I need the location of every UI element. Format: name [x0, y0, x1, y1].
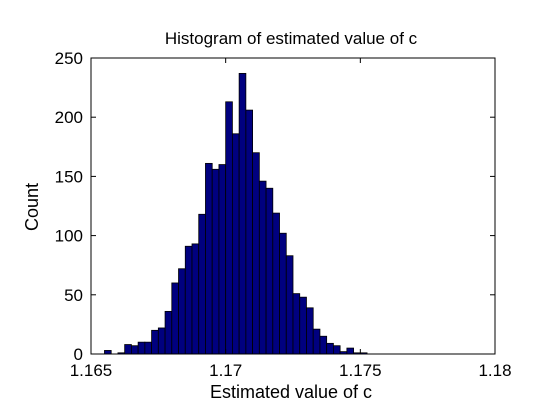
histogram-bar [346, 347, 354, 355]
histogram-bar [191, 243, 200, 355]
histogram-bar [137, 341, 146, 355]
histogram-bar [225, 101, 233, 355]
histogram-bars [104, 72, 368, 355]
histogram-bar [299, 296, 307, 355]
histogram-bar [157, 327, 166, 355]
x-tick-label: 1.175 [339, 361, 382, 380]
y-axis-label: Count [22, 183, 42, 231]
y-tick-label: 150 [55, 167, 83, 186]
histogram-bar [205, 162, 213, 355]
plot-area-frame [90, 57, 496, 355]
histogram-bar [164, 310, 173, 355]
x-tick-label: 1.18 [478, 361, 511, 380]
x-axis-label: Estimated value of c [210, 382, 372, 402]
histogram-bar [144, 341, 152, 355]
x-axis-ticks: 1.165 1.17 1.175 1.18 [70, 58, 512, 380]
histogram-bar [171, 282, 179, 355]
histogram-bar [184, 245, 193, 355]
y-axis-ticks: 0 50 100 150 200 250 [55, 49, 495, 364]
histogram-bar [151, 329, 159, 355]
y-tick-label: 200 [55, 108, 83, 127]
histogram-bar [178, 268, 186, 355]
histogram-bar [252, 152, 260, 355]
histogram-bar [238, 72, 247, 355]
chart-title: Histogram of estimated value of c [165, 29, 418, 48]
histogram-bar [279, 232, 287, 355]
histogram-bar [319, 335, 328, 355]
y-tick-label: 0 [74, 345, 83, 364]
histogram-bar [312, 328, 321, 355]
histogram-bar [292, 293, 301, 355]
y-tick-label: 100 [55, 227, 83, 246]
histogram-bar [306, 307, 314, 355]
histogram-bar [124, 344, 132, 355]
histogram-bar [326, 342, 334, 355]
histogram-bar [258, 180, 267, 355]
histogram-bar [218, 164, 227, 355]
histogram-bar [265, 187, 274, 355]
histogram-bar [285, 255, 294, 355]
y-tick-label: 250 [55, 49, 83, 68]
histogram-bar [104, 350, 112, 355]
histogram-bar [130, 345, 139, 355]
histogram-bar [211, 168, 220, 355]
histogram-bar [332, 345, 341, 355]
histogram-bar [272, 212, 280, 355]
histogram-bar [198, 213, 206, 355]
histogram-bar [231, 133, 240, 355]
y-tick-label: 50 [64, 286, 83, 305]
x-tick-label: 1.17 [209, 361, 242, 380]
histogram-bar [245, 109, 253, 355]
x-tick-label: 1.165 [70, 361, 113, 380]
